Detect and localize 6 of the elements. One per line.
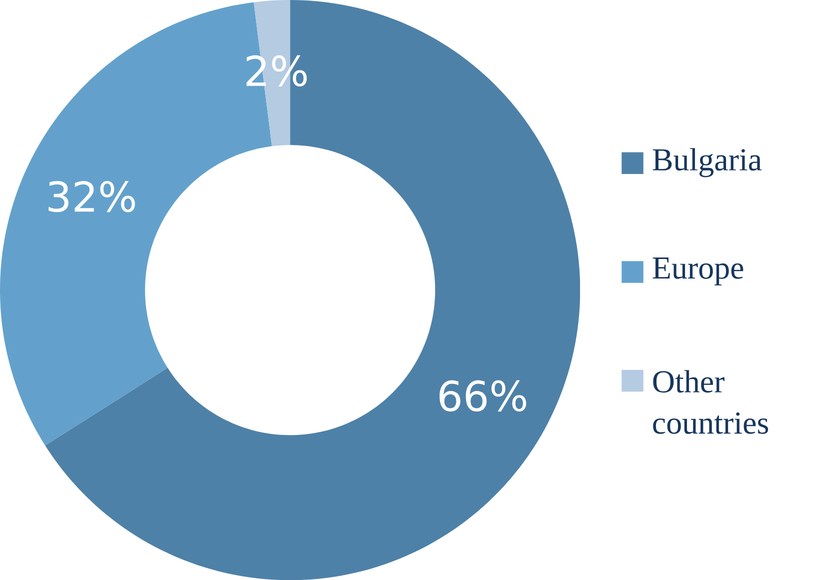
data-label: 66%: [440, 380, 526, 412]
data-label: 32%: [48, 180, 135, 212]
legend-label: Bulgaria: [652, 148, 762, 178]
data-label: 2%: [246, 55, 307, 86]
legend-label: Other countries: [653, 370, 768, 434]
legend-label: Europe: [652, 257, 744, 286]
